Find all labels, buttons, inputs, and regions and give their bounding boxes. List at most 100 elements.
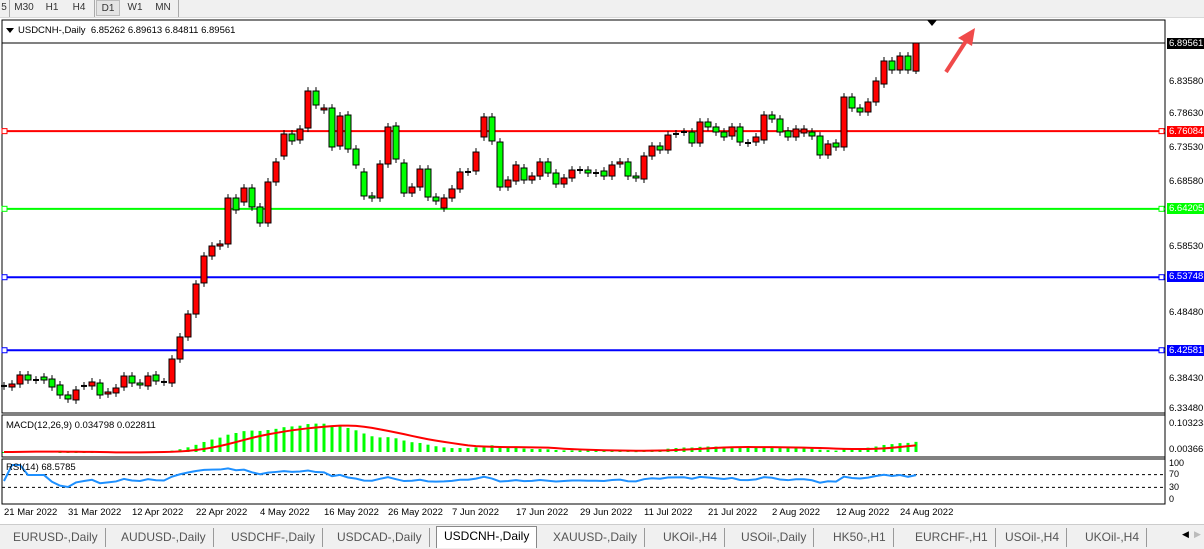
level-handle[interactable]: [1158, 274, 1165, 281]
chart-tab[interactable]: UKOil-,H4: [656, 528, 726, 547]
macd-histogram-bar: [322, 423, 326, 452]
date-tick: 21 Mar 2022: [4, 507, 58, 518]
candle: [688, 128, 696, 147]
level-box-blue: 6.42581: [1167, 345, 1204, 356]
candle: [896, 52, 904, 74]
chart-tab[interactable]: EURCHF-,H1: [908, 528, 996, 547]
candle-body: [808, 131, 816, 137]
candle-body: [520, 167, 528, 181]
macd-histogram-bar: [498, 446, 502, 452]
candle: [96, 379, 104, 399]
candle-body: [48, 378, 56, 388]
timeframe-mn-button[interactable]: MN: [155, 2, 171, 13]
candle: [577, 166, 583, 174]
level-handle[interactable]: [1, 128, 8, 135]
low-value: 6.84811: [164, 25, 199, 36]
candle-body: [456, 171, 464, 190]
macd-histogram-bar: [514, 447, 518, 452]
tabs-scroll-left-icon[interactable]: ◀: [1182, 529, 1189, 539]
candle-body: [8, 383, 16, 388]
timeframe-m5-button[interactable]: 5: [1, 2, 7, 13]
timeframe-m30-button[interactable]: M30: [14, 2, 34, 13]
timeframe-w1-button[interactable]: W1: [127, 2, 143, 13]
collapse-icon[interactable]: [6, 28, 14, 33]
candle: [40, 373, 48, 384]
macd-histogram-bar: [602, 450, 606, 452]
candle-body: [312, 90, 320, 106]
candle-body: [608, 164, 616, 177]
candle-body: [424, 168, 432, 198]
level-handle[interactable]: [1, 205, 8, 212]
macd-histogram-bar: [746, 447, 750, 452]
macd-histogram-bar: [530, 449, 534, 452]
level-handle[interactable]: [1, 274, 8, 281]
macd-histogram-bar: [458, 448, 462, 452]
timeframe-h4-button[interactable]: H4: [72, 2, 86, 13]
level-handle[interactable]: [1158, 128, 1165, 135]
candle-body: [184, 313, 192, 338]
high-value: 6.89613: [127, 25, 163, 36]
chart-tab[interactable]: XAUUSD-,Daily: [546, 528, 646, 547]
candle-body: [440, 197, 448, 209]
level-box-red: 6.76084: [1167, 126, 1204, 137]
candle: [161, 378, 167, 386]
candle: [792, 125, 800, 141]
macd-histogram-bar: [218, 437, 222, 452]
chart-tab[interactable]: USDCAD-,Daily: [330, 528, 430, 547]
candle-body: [472, 151, 480, 172]
tabs-scroll-right-icon[interactable]: ▶: [1194, 529, 1201, 539]
level-box-green: 6.64205: [1167, 203, 1204, 214]
candle-body: [24, 374, 32, 381]
chart-tab[interactable]: USOil-,Daily: [734, 528, 815, 547]
chart-tab[interactable]: EURUSD-,Daily: [6, 528, 106, 547]
chart-shift-marker-icon[interactable]: [927, 20, 937, 26]
candle: [681, 128, 687, 136]
level-handle[interactable]: [1, 347, 8, 354]
macd-histogram-bar: [242, 431, 246, 452]
chart-tab[interactable]: USOil-,H4: [998, 528, 1068, 547]
candle: [648, 142, 656, 160]
candle: [240, 184, 248, 206]
candle-body: [512, 164, 520, 182]
macd-histogram-bar: [554, 450, 558, 452]
candle: [640, 152, 648, 183]
candle-body: [120, 375, 128, 388]
chart-tab[interactable]: UKOil-,H4: [1078, 528, 1148, 547]
price-tick: 6.33480: [1169, 403, 1204, 414]
timeframe-d1-button[interactable]: D1: [96, 0, 120, 16]
candle-body: [248, 187, 256, 208]
candle: [616, 158, 624, 168]
candle: [256, 203, 264, 227]
level-handle[interactable]: [1158, 347, 1165, 354]
macd-histogram-bar: [914, 441, 918, 452]
candle-body: [544, 161, 552, 174]
candle: [488, 113, 496, 145]
price-tick: 6.78630: [1169, 108, 1204, 119]
chart-tab[interactable]: AUDUSD-,Daily: [114, 528, 214, 547]
level-handle[interactable]: [1158, 205, 1165, 212]
macd-histogram-bar: [434, 446, 438, 452]
candle: [360, 168, 368, 200]
candle: [712, 123, 720, 136]
chart-tab[interactable]: USDCNH-,Daily: [436, 526, 538, 548]
candle: [472, 148, 480, 175]
candle: [760, 111, 768, 144]
macd-histogram-bar: [402, 440, 406, 452]
macd-histogram-bar: [410, 442, 414, 452]
macd-histogram-bar: [426, 444, 430, 452]
macd-histogram-bar: [210, 439, 214, 452]
rsi-axis-100: 100: [1169, 458, 1185, 468]
candle: [593, 169, 599, 177]
candle-body: [800, 128, 808, 134]
chart-tab[interactable]: USDCHF-,Daily: [224, 528, 323, 547]
candle: [904, 52, 912, 74]
rsi-label: RSI(14) 68.5785: [6, 462, 76, 473]
rsi-line: [3, 464, 917, 488]
candle: [320, 104, 328, 114]
chart-tab[interactable]: HK50-,H1: [826, 528, 894, 547]
date-tick: 22 Apr 2022: [196, 507, 248, 518]
macd-histogram-bar: [762, 447, 766, 452]
macd-histogram-bar: [266, 430, 270, 452]
timeframe-h1-button[interactable]: H1: [45, 2, 59, 13]
